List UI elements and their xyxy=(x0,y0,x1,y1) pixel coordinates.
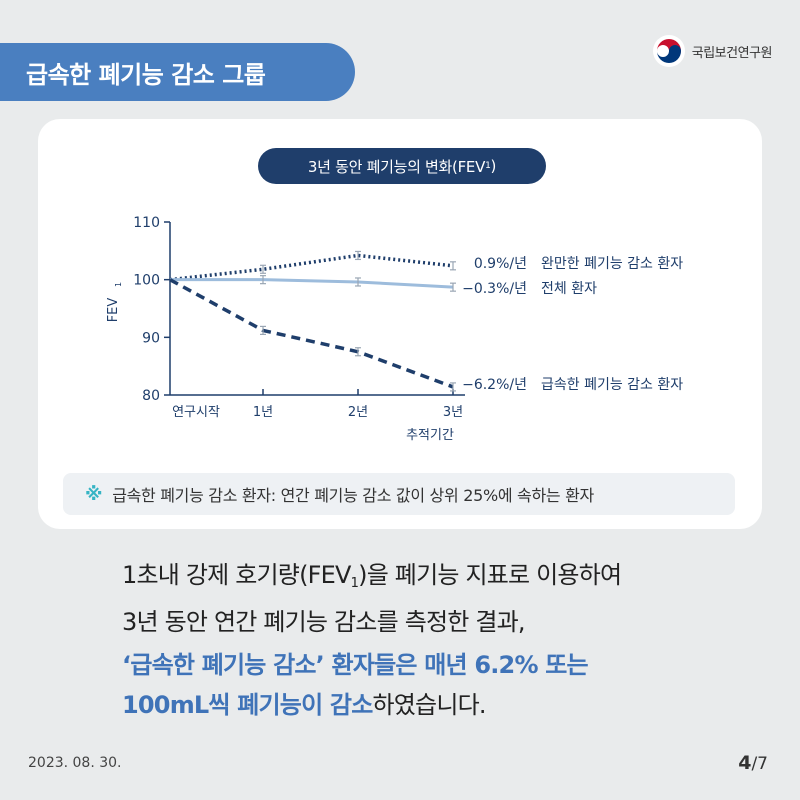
reference-mark-icon: ※ xyxy=(85,483,103,505)
page-indicator: 4/7 xyxy=(738,752,768,774)
series-line xyxy=(169,278,454,389)
y-tick-label: 90 xyxy=(142,330,160,346)
chart-title: 3년 동안 폐기능의 변화(FEV 1) xyxy=(258,148,546,184)
y-tick-label: 80 xyxy=(142,388,160,404)
publish-date: 2023. 08. 30. xyxy=(28,755,122,771)
x-tick-label: 2년 xyxy=(348,405,368,420)
taegeuk-logo-icon xyxy=(652,35,685,67)
logo: 국립보건연구원 xyxy=(652,34,773,68)
note-box: ※ 급속한 폐기능 감소 환자: 연간 폐기능 감소 값이 상위 25%에 속하… xyxy=(63,473,735,515)
series-rate-label: −0.3%/년 xyxy=(462,281,527,297)
series-line xyxy=(169,253,454,282)
series-rate-label: −6.2%/년 xyxy=(462,377,527,393)
y-axis-label-sub: 1 xyxy=(114,282,123,287)
y-axis-label: FEV xyxy=(106,298,121,323)
x-axis-label: 추적기간 xyxy=(406,428,454,443)
chart-card xyxy=(38,119,762,529)
series-name-label: 전체 환자 xyxy=(541,281,597,297)
note-text: 급속한 폐기능 감소 환자: 연간 폐기능 감소 값이 상위 25%에 속하는 … xyxy=(112,486,594,505)
y-tick-label: 110 xyxy=(133,215,160,231)
series-line xyxy=(170,278,454,289)
logo-text: 국립보건연구원 xyxy=(691,45,773,61)
series-name-label: 완만한 폐기능 감소 환자 xyxy=(541,256,683,272)
y-tick-label: 100 xyxy=(133,273,160,289)
x-tick-label: 연구시작 xyxy=(172,405,220,420)
highlight-text: ‘급속한 폐기능 감소’ 환자들은 매년 6.2% 또는 100mL씩 폐기능이… xyxy=(122,651,589,719)
x-tick-label: 1년 xyxy=(253,405,273,420)
series-name-label: 급속한 폐기능 감소 환자 xyxy=(541,377,683,393)
body-text: 1초내 강제 호기량(FEV1)을 폐기능 지표로 이용하여 3년 동안 연간 … xyxy=(122,561,622,636)
header-title: 급속한 폐기능 감소 그룹 xyxy=(0,43,355,101)
series-rate-label: 0.9%/년 xyxy=(474,256,527,272)
x-tick-label: 3년 xyxy=(443,405,463,420)
